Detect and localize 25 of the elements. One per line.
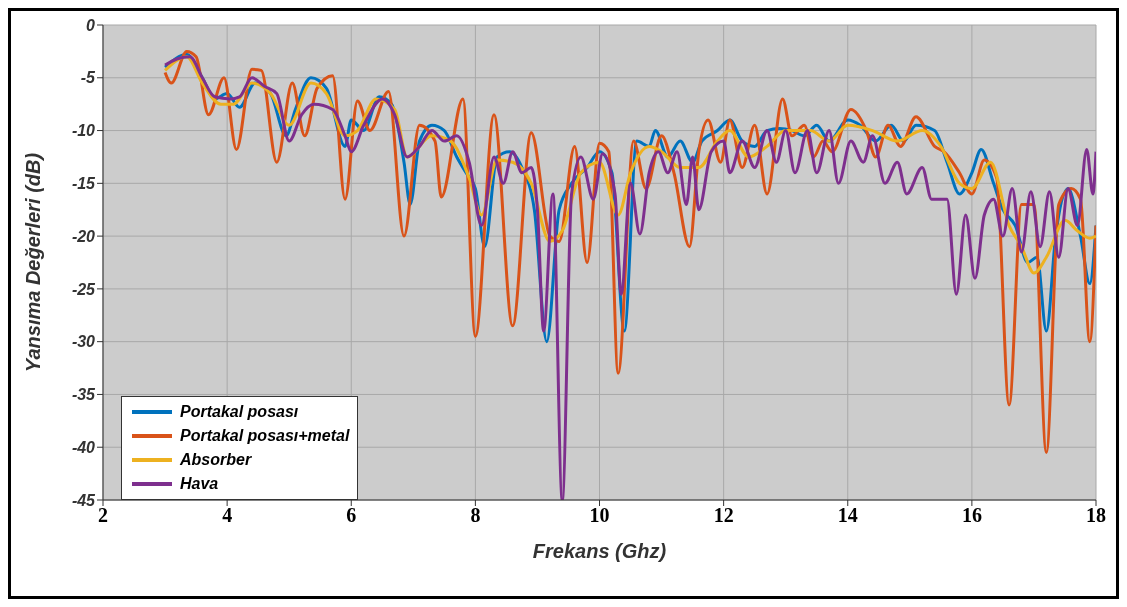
legend-label: Hava [180,475,219,493]
y-tick-label: -5 [80,69,97,87]
y-tick-label: -15 [71,175,97,193]
x-tick-label: 6 [346,504,357,527]
y-tick-label: -35 [71,386,97,404]
legend-label: Absorber [180,451,252,469]
x-tick-label: 8 [470,504,481,527]
x-axis-title: Frekans (Ghz) [532,540,667,562]
y-tick-label: -45 [71,491,97,509]
x-tick-label: 18 [1086,504,1106,527]
x-tick-label: 12 [713,504,734,527]
y-tick-label: -30 [71,333,96,351]
x-tick-label: 14 [837,504,858,527]
x-tick-label: 16 [961,504,982,527]
x-tick-label: 10 [589,504,610,527]
y-tick-label: -10 [71,122,96,140]
y-tick-label: -40 [71,438,96,456]
y-tick-label: 0 [86,16,96,34]
legend-label: Portakal posası+metal [180,427,350,445]
y-tick-label: -20 [71,227,96,245]
x-tick-label: 2 [98,504,108,527]
x-tick-label: 4 [222,504,233,527]
y-axis-title: Yansıma Değerleri (dB) [22,152,45,373]
y-tick-label: -25 [71,280,97,298]
legend-label: Portakal posası [180,403,299,421]
